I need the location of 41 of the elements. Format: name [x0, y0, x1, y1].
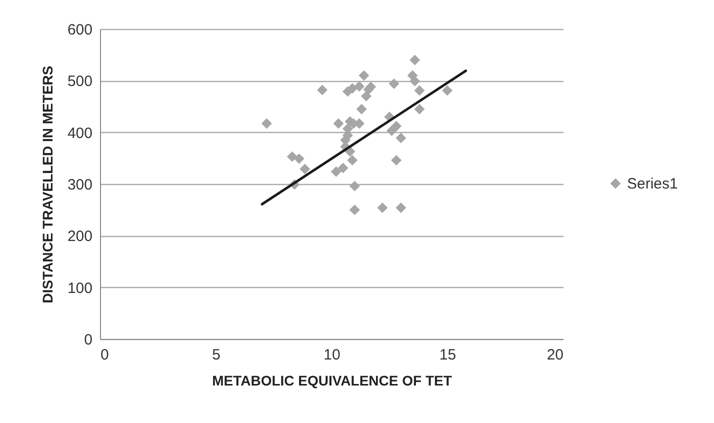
y-tick-label: 600: [67, 22, 92, 38]
point: [294, 153, 304, 164]
x-tick-label: 0: [100, 346, 109, 364]
y-tick-label: 200: [67, 228, 92, 246]
point: [360, 90, 372, 102]
legend-label: Series1: [627, 176, 678, 192]
point: [377, 202, 388, 214]
point: [391, 120, 402, 132]
point: [300, 164, 310, 174]
point: [356, 104, 367, 114]
x-tick-label: 10: [324, 346, 340, 364]
x-tick-label: 20: [546, 346, 564, 364]
point: [391, 154, 402, 166]
y-tick-label: 500: [67, 73, 92, 90]
point: [410, 76, 420, 86]
point: [316, 84, 328, 96]
point: [354, 81, 365, 92]
x-axis-title: METABOLIC EQUIVALENCE OF TET: [212, 372, 452, 388]
point: [442, 85, 452, 96]
y-tick-label: 100: [67, 280, 92, 297]
point: [396, 202, 406, 214]
point: [286, 151, 298, 162]
point: [388, 78, 400, 90]
point: [349, 180, 360, 192]
x-tick-label: 15: [439, 346, 456, 364]
point: [349, 204, 360, 216]
y-tick-label: 400: [67, 124, 92, 142]
point: [330, 166, 342, 177]
point: [358, 70, 370, 81]
point: [414, 104, 425, 114]
y-tick-label: 300: [67, 176, 92, 194]
point: [333, 118, 344, 129]
point: [338, 162, 348, 174]
point: [261, 118, 272, 129]
point: [410, 54, 420, 66]
point: [347, 154, 358, 166]
y-axis-title: DISTANCE TRAVELLED IN METERS: [39, 66, 56, 304]
x-tick-label: 5: [212, 346, 220, 364]
y-tick-label: 0: [84, 332, 92, 348]
point: [414, 85, 425, 96]
point: [396, 132, 406, 144]
